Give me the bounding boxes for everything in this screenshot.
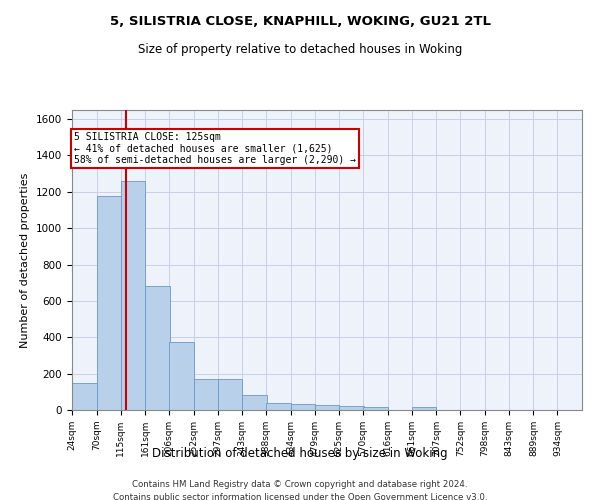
Bar: [121, 180, 145, 410]
Y-axis label: Number of detached properties: Number of detached properties: [20, 172, 31, 348]
Bar: [242, 395, 267, 410]
Bar: [315, 406, 339, 410]
Text: Size of property relative to detached houses in Woking: Size of property relative to detached ho…: [138, 42, 462, 56]
Bar: [218, 380, 242, 410]
Bar: [169, 342, 194, 410]
Text: Contains HM Land Registry data © Crown copyright and database right 2024.: Contains HM Land Registry data © Crown c…: [132, 480, 468, 489]
Bar: [194, 380, 218, 410]
Text: Contains public sector information licensed under the Open Government Licence v3: Contains public sector information licen…: [113, 492, 487, 500]
Bar: [339, 406, 364, 410]
Text: 5, SILISTRIA CLOSE, KNAPHILL, WOKING, GU21 2TL: 5, SILISTRIA CLOSE, KNAPHILL, WOKING, GU…: [110, 15, 491, 28]
Bar: [97, 196, 121, 410]
Text: Distribution of detached houses by size in Woking: Distribution of detached houses by size …: [152, 448, 448, 460]
Bar: [363, 406, 388, 410]
Bar: [412, 408, 436, 410]
Text: 5 SILISTRIA CLOSE: 125sqm
← 41% of detached houses are smaller (1,625)
58% of se: 5 SILISTRIA CLOSE: 125sqm ← 41% of detac…: [74, 132, 356, 165]
Bar: [72, 383, 97, 410]
Bar: [266, 403, 291, 410]
Bar: [145, 286, 170, 410]
Bar: [291, 404, 315, 410]
